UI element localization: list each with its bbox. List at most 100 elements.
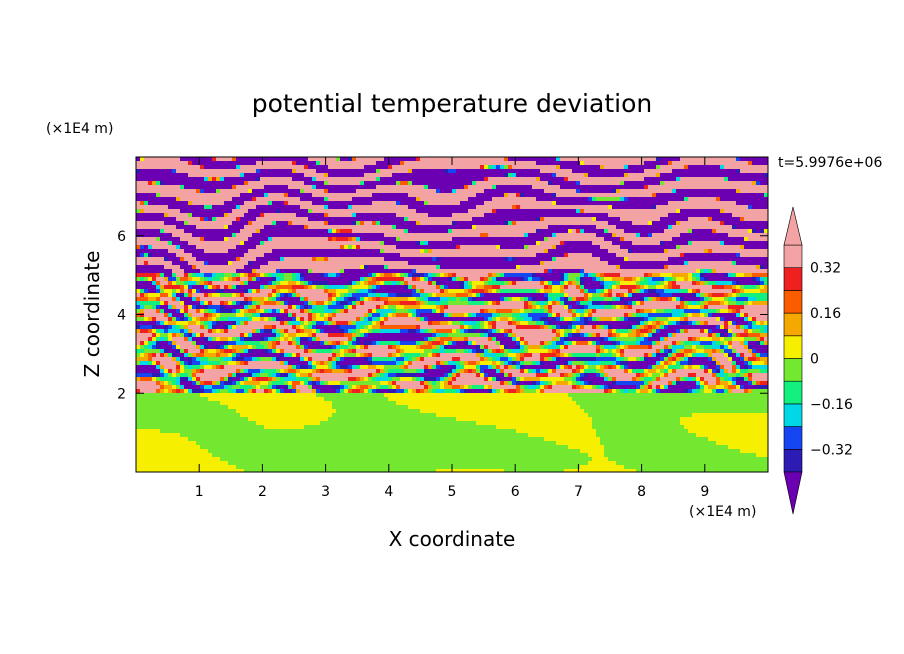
field-cell (608, 193, 613, 198)
field-cell (624, 173, 629, 178)
field-cell (308, 205, 313, 210)
field-cell (332, 193, 337, 198)
field-cell (356, 277, 361, 282)
field-cell (448, 229, 453, 234)
field-cell (712, 197, 717, 202)
field-cell (396, 221, 401, 226)
field-cell (616, 265, 621, 270)
field-cell (240, 205, 245, 210)
field-cell (396, 165, 401, 170)
field-cell (692, 177, 697, 182)
field-cell (740, 181, 745, 186)
field-cell (540, 185, 545, 190)
field-cell (488, 265, 493, 270)
field-cell (292, 225, 297, 230)
field-cell (672, 161, 677, 166)
field-cell (148, 221, 153, 226)
field-cell (704, 169, 709, 174)
field-cell (420, 209, 425, 214)
field-cell (160, 249, 165, 254)
field-cell (508, 213, 513, 218)
field-cell (136, 277, 141, 282)
field-cell (276, 185, 281, 190)
field-cell (712, 193, 717, 198)
field-cell (196, 257, 201, 262)
field-cell (436, 173, 441, 178)
field-cell (576, 173, 581, 178)
field-cell (244, 169, 249, 174)
field-cell (376, 241, 381, 246)
field-cell (160, 209, 165, 214)
field-cell (572, 173, 577, 178)
field-cell (316, 185, 321, 190)
field-cell (688, 265, 693, 270)
field-cell (380, 181, 385, 186)
field-cell (496, 201, 501, 206)
field-cell (764, 245, 768, 250)
field-cell (336, 185, 341, 190)
field-cell (300, 173, 305, 178)
field-cell (516, 233, 521, 238)
field-cell (380, 269, 385, 274)
field-cell (144, 253, 149, 258)
field-cell (168, 253, 173, 258)
field-cell (420, 253, 425, 258)
field-cell (296, 241, 301, 246)
field-cell (380, 193, 385, 198)
field-cell (240, 281, 245, 286)
field-cell (628, 205, 633, 210)
field-cell (328, 189, 333, 194)
field-cell (548, 273, 553, 278)
field-cell (472, 161, 477, 166)
field-cell (372, 273, 377, 278)
field-cell (288, 193, 293, 198)
field-cell (148, 241, 153, 246)
field-cell (368, 269, 373, 274)
field-cell (156, 185, 161, 190)
field-cell (728, 193, 733, 198)
field-cell (348, 233, 353, 238)
field-cell (516, 261, 521, 266)
field-cell (496, 161, 501, 166)
field-cell (360, 229, 365, 234)
field-cell (356, 157, 361, 162)
field-cell (468, 189, 473, 194)
field-cell (568, 193, 573, 198)
field-cell (312, 281, 317, 286)
field-cell (544, 233, 549, 238)
field-cell (320, 245, 325, 250)
field-cell (472, 265, 477, 270)
field-cell (532, 217, 537, 222)
field-cell (320, 229, 325, 234)
field-cell (136, 161, 141, 166)
field-cell (232, 241, 237, 246)
field-cell (136, 189, 141, 194)
field-cell (536, 257, 541, 262)
field-cell (608, 213, 613, 218)
field-cell (568, 265, 573, 270)
field-cell (392, 225, 397, 230)
field-cell (696, 181, 701, 186)
field-cell (320, 157, 325, 162)
field-cell (220, 197, 225, 202)
field-cell (376, 269, 381, 274)
field-cell (512, 193, 517, 198)
field-cell (600, 197, 605, 202)
field-cell (548, 249, 553, 254)
field-cell (232, 209, 237, 214)
field-cell (724, 217, 729, 222)
field-cell (760, 277, 765, 282)
field-cell (664, 213, 669, 218)
field-cell (540, 265, 545, 270)
field-cell (388, 269, 393, 274)
field-cell (700, 197, 705, 202)
field-cell (624, 181, 629, 186)
field-cell (288, 229, 293, 234)
field-cell (192, 253, 197, 258)
field-cell (236, 237, 241, 242)
field-cell (272, 197, 277, 202)
field-cell (332, 181, 337, 186)
field-cell (580, 273, 585, 278)
field-cell (532, 273, 537, 278)
field-cell (388, 277, 393, 282)
